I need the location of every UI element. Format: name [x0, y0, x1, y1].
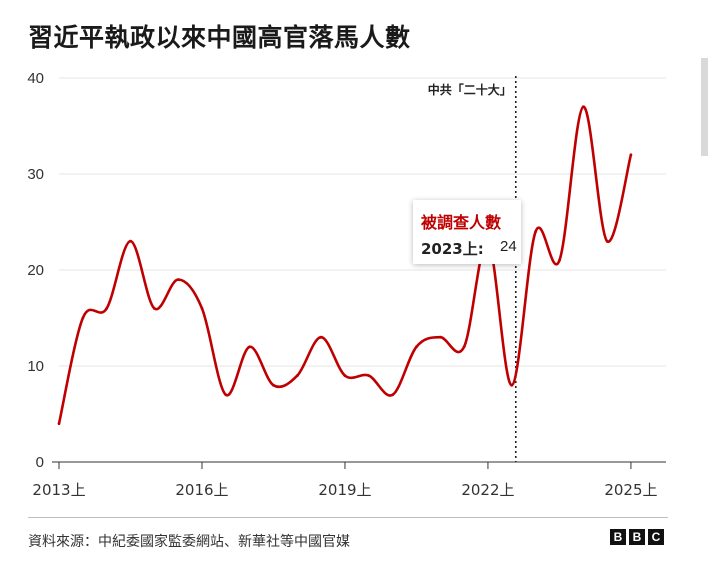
data-point [57, 422, 61, 425]
data-point [629, 153, 633, 157]
data-point [272, 383, 275, 387]
logo-letter: B [629, 529, 645, 545]
annotation-group: 中共「二十大」 [428, 76, 517, 462]
data-point [367, 374, 371, 377]
data-point [224, 393, 228, 397]
data-point [581, 105, 585, 109]
data-point [343, 374, 347, 377]
bbc-logo: B B C [610, 529, 664, 545]
tooltip-value: 24 [500, 238, 517, 255]
x-axis: 2013上 2016上 2019上 2022上 2025上 [32, 461, 666, 499]
chart-title: 習近平執政以來中國高官落馬人數 [28, 23, 411, 52]
data-point [319, 335, 323, 339]
series-group [57, 105, 633, 425]
annotation-label: 中共「二十大」 [428, 82, 512, 97]
y-axis-ticks: 0 10 20 30 40 [27, 70, 44, 471]
tooltip: 被調查人數 2023上: 24 [413, 200, 521, 264]
data-point [438, 335, 442, 339]
logo-letter: C [648, 529, 664, 545]
data-point [176, 278, 180, 281]
data-point [605, 239, 609, 243]
gridlines [59, 77, 666, 367]
tooltip-label: 2023上: [421, 240, 484, 258]
data-point [248, 345, 252, 349]
data-point [391, 393, 395, 397]
source-note: 資料來源：中紀委國家監委網站、新華社等中國官媒 [28, 534, 350, 550]
x-tick-label: 2025上 [604, 481, 657, 499]
x-tick-label: 2019上 [318, 481, 371, 499]
y-tick-label: 20 [27, 262, 44, 279]
data-point [558, 259, 561, 262]
data-point [415, 345, 418, 349]
x-tick-label: 2022上 [461, 481, 514, 499]
footer-divider [28, 517, 668, 518]
x-tick-label: 2016上 [175, 481, 228, 499]
data-point [152, 307, 156, 310]
logo-letter: B [610, 529, 626, 545]
x-tick-label: 2013上 [32, 481, 85, 499]
data-point [105, 307, 109, 310]
y-tick-label: 40 [27, 70, 44, 87]
y-tick-label: 30 [27, 166, 44, 183]
data-point [295, 374, 299, 377]
tooltip-title: 被調查人數 [421, 213, 502, 232]
data-point [462, 345, 466, 349]
y-tick-label: 0 [36, 454, 44, 471]
data-point [534, 230, 537, 234]
scrollbar-thumb[interactable] [701, 58, 708, 156]
data-point [510, 383, 514, 387]
data-point [81, 316, 85, 320]
y-tick-label: 10 [27, 358, 44, 375]
data-point [200, 307, 204, 310]
data-point [129, 239, 132, 243]
